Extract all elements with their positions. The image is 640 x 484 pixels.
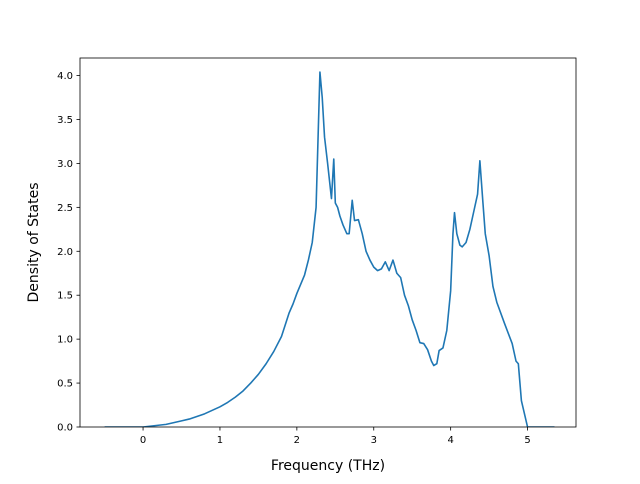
- y-axis-label: Density of States: [26, 183, 42, 303]
- plot-area: [104, 71, 555, 427]
- x-tick-label: 2: [294, 435, 300, 446]
- y-tick-label: 0.5: [57, 379, 73, 390]
- axes-frame: [79, 57, 577, 428]
- y-tick-label: 3.0: [57, 159, 73, 170]
- y-tick-label: 2.5: [57, 203, 73, 214]
- y-tick-label: 1.5: [57, 291, 73, 302]
- x-axis-label: Frequency (THz): [271, 458, 385, 474]
- x-tick-label: 4: [447, 435, 453, 446]
- dos-series-line: [104, 71, 555, 427]
- x-tick-label: 5: [524, 435, 530, 446]
- y-tick-label: 1.0: [57, 335, 73, 346]
- y-tick-label: 2.0: [57, 247, 73, 258]
- x-tick-label: 3: [371, 435, 377, 446]
- y-tick-label: 0.0: [57, 423, 73, 434]
- y-tick-label: 4.0: [57, 71, 73, 82]
- y-tick-label: 3.5: [57, 115, 73, 126]
- axis-ticks: 0 1 2 3 4 5 0.0 0.5 1.0 1.5 2.0 2.5 3.0 3.5 4.0: [57, 71, 531, 446]
- x-tick-label: 0: [140, 435, 146, 446]
- x-tick-label: 1: [217, 435, 223, 446]
